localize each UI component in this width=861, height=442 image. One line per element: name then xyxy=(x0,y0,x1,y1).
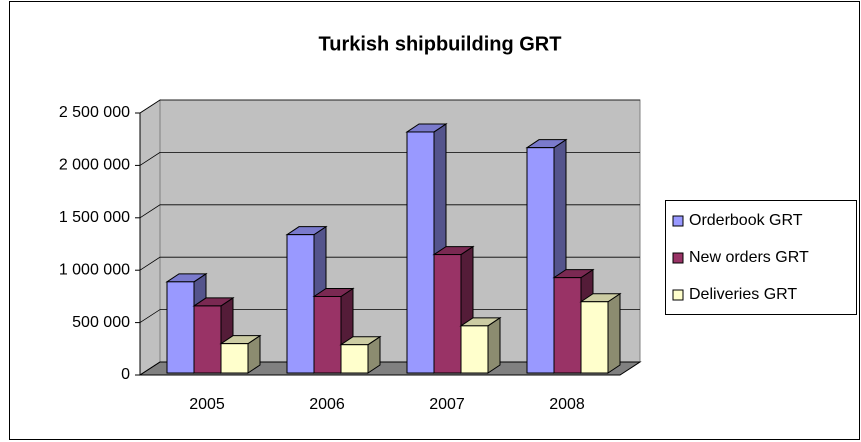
grid-line xyxy=(139,309,640,323)
legend-swatch xyxy=(672,252,684,264)
legend-label: Deliveries GRT xyxy=(689,286,797,303)
bar xyxy=(313,295,342,374)
legend-label: New orders GRT xyxy=(689,249,809,266)
bar-side xyxy=(487,316,501,374)
y-tick-label: 1 500 000 xyxy=(59,209,130,226)
grid-line xyxy=(139,256,640,271)
grid-line xyxy=(139,99,640,114)
y-tick-label: 2 500 000 xyxy=(59,104,130,121)
legend-swatch xyxy=(672,289,684,301)
bar xyxy=(340,344,369,374)
bar xyxy=(166,281,195,374)
bar xyxy=(460,325,489,374)
bar-side xyxy=(607,292,621,374)
x-tick-label: 2008 xyxy=(549,396,585,413)
bar xyxy=(406,131,435,374)
x-tick-label: 2007 xyxy=(429,396,465,413)
bar xyxy=(220,343,249,374)
bar xyxy=(433,254,462,374)
grid-line xyxy=(139,151,640,166)
x-tick-label: 2006 xyxy=(309,396,345,413)
y-tick-label: 500 000 xyxy=(72,314,130,331)
grid-line xyxy=(139,204,640,219)
bar xyxy=(553,277,582,374)
x-tick-label: 2005 xyxy=(189,396,225,413)
legend-label: Orderbook GRT xyxy=(689,212,803,229)
bar xyxy=(193,305,222,374)
y-tick-label: 1 000 000 xyxy=(59,261,130,278)
chart-title: Turkish shipbuilding GRT xyxy=(319,33,562,55)
y-tick-label: 2 000 000 xyxy=(59,157,130,174)
y-tick-label: 0 xyxy=(121,366,130,383)
legend-swatch xyxy=(672,215,684,227)
bar xyxy=(526,147,555,374)
bar xyxy=(580,301,609,374)
bar xyxy=(286,234,315,374)
side-wall xyxy=(139,99,161,376)
legend-box xyxy=(665,200,857,315)
